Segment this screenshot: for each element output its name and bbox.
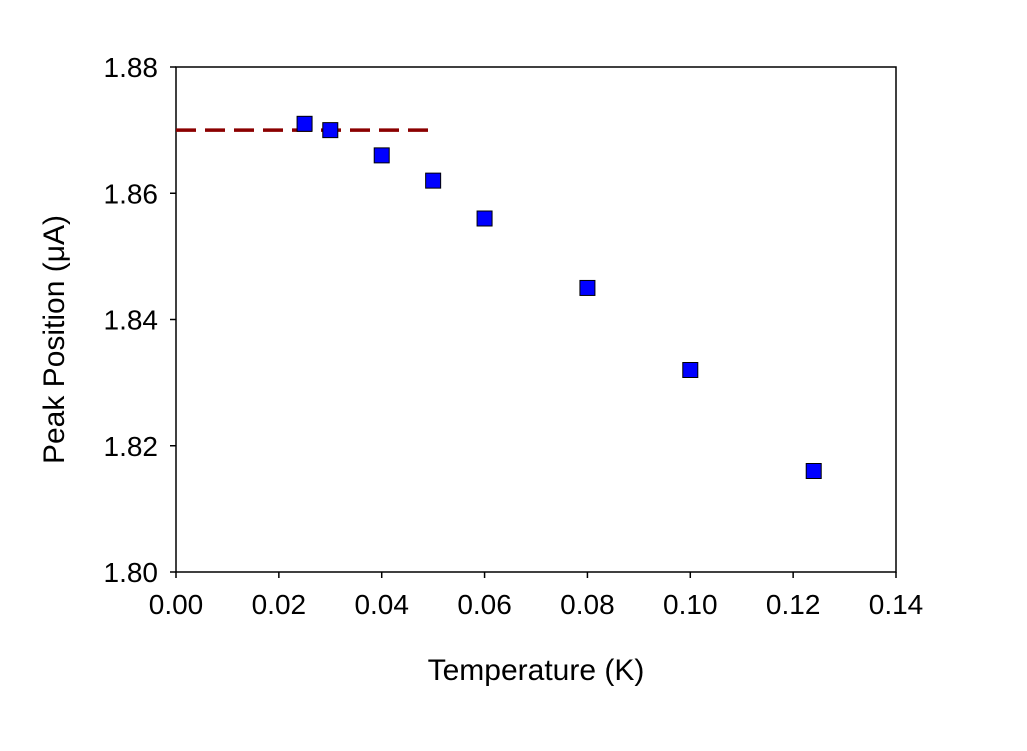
x-tick-label: 0.14 (869, 589, 924, 620)
y-axis-title: Peak Position (μA) (38, 215, 71, 464)
data-point (425, 172, 442, 189)
y-tick-label: 1.88 (104, 52, 159, 83)
x-tick-label: 0.06 (457, 589, 512, 620)
x-axis-title: Temperature (K) (428, 654, 645, 687)
y-tick-label: 1.82 (104, 431, 159, 462)
data-points (296, 115, 822, 479)
data-point (373, 147, 390, 164)
data-point (579, 279, 596, 296)
y-tick-label: 1.86 (104, 178, 159, 209)
x-tick-label: 0.04 (354, 589, 409, 620)
y-tick-label: 1.80 (104, 557, 159, 588)
y-tick-label: 1.84 (104, 305, 159, 336)
x-tick-label: 0.12 (766, 589, 821, 620)
data-point (476, 210, 493, 227)
x-axis-ticks: 0.00 0.02 0.04 0.06 0.08 0.10 0.12 0.14 (149, 572, 924, 620)
data-point (682, 362, 699, 378)
x-tick-label: 0.08 (560, 589, 615, 620)
y-axis-ticks: 1.80 1.82 1.84 1.86 1.88 (104, 52, 176, 588)
x-tick-label: 0.02 (252, 589, 307, 620)
data-point (296, 115, 313, 132)
x-tick-label: 0.10 (663, 589, 718, 620)
x-tick-label: 0.00 (149, 589, 204, 620)
data-point (322, 122, 339, 139)
plot-area (175, 66, 897, 573)
data-point (805, 463, 822, 479)
